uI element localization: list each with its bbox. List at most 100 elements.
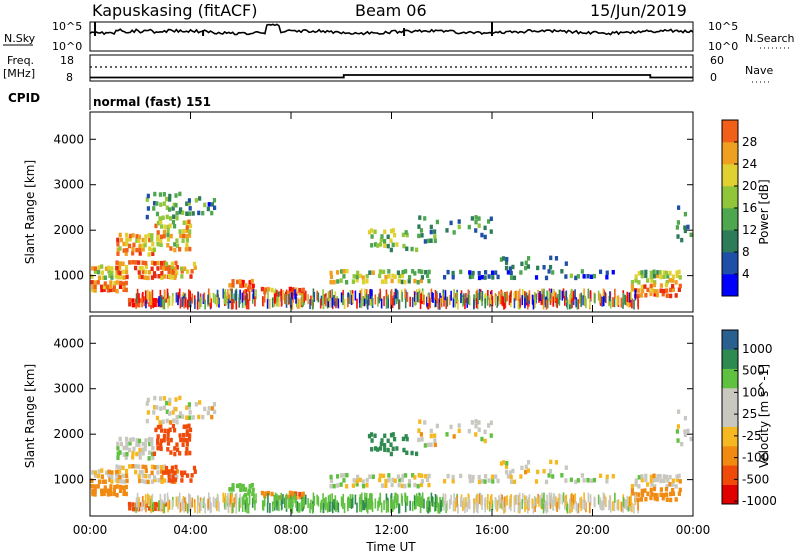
velocity-cell [182, 437, 186, 443]
power-cell [143, 238, 148, 244]
velocity-cell [167, 469, 171, 475]
power-cell [124, 280, 128, 286]
power-cell [342, 295, 344, 306]
power-cell [142, 291, 144, 302]
power-cell [462, 297, 464, 308]
power-cell [178, 288, 181, 299]
velocity-cell [509, 496, 512, 507]
power-cell [175, 238, 179, 243]
power-cell [173, 247, 177, 253]
velocity-cell [517, 503, 520, 514]
power-cell [416, 292, 419, 303]
power-cell [141, 297, 143, 308]
velocity-cell [658, 474, 662, 479]
velocity-cell [602, 500, 605, 511]
velocity-cell [292, 496, 294, 507]
velocity-cell [626, 495, 629, 506]
velocity-cell [148, 450, 152, 455]
power-cell [90, 274, 94, 279]
velocity-cell [423, 498, 425, 509]
velocity-cell [291, 491, 295, 496]
power-cell [160, 297, 162, 308]
power-cell [417, 269, 421, 274]
x-tick-label: 16:00 [475, 523, 510, 537]
power-cell [166, 243, 170, 248]
power-cell [424, 270, 428, 275]
velocity-cell [284, 498, 287, 509]
velocity-cell [599, 496, 601, 507]
power-cell [504, 298, 507, 309]
power-cell [231, 283, 235, 288]
velocity-cell [671, 487, 675, 493]
velocity-cell [185, 415, 189, 420]
velocity-cell [188, 410, 192, 415]
velocity-cell [140, 478, 144, 484]
velocity-cell [424, 474, 428, 479]
velocity-cell [162, 437, 166, 443]
power-cell [662, 288, 666, 294]
velocity-cell [551, 496, 553, 507]
velocity-cell [545, 503, 548, 514]
velocity-cell [441, 496, 444, 507]
velocity-cell [496, 500, 499, 511]
power-cell [371, 270, 375, 275]
power-cell [383, 296, 385, 307]
power-cell [185, 237, 189, 243]
power-cell [538, 292, 540, 303]
velocity-cell [468, 474, 472, 479]
power-cell [352, 274, 356, 279]
velocity-cell [169, 450, 173, 455]
velocity-cell [649, 478, 653, 484]
velocity-cell [175, 442, 179, 447]
power-cell [407, 278, 411, 284]
velocity-cell [426, 442, 431, 448]
velocity-cell [166, 432, 170, 437]
power-cell [508, 266, 512, 271]
velocity-cell [487, 493, 489, 504]
power-cell [629, 292, 631, 303]
velocity-cell [144, 468, 148, 474]
velocity-cell [569, 477, 573, 483]
power-cell [312, 288, 315, 299]
velocity-cell [280, 492, 283, 503]
velocity-cell [614, 492, 616, 503]
power-cell [486, 295, 489, 306]
power-cell [552, 296, 555, 307]
velocity-cell [404, 502, 407, 513]
velocity-cell [445, 503, 447, 514]
power-cell [235, 279, 240, 285]
velocity-cell [227, 502, 230, 513]
velocity-cell [115, 492, 119, 498]
power-cell [365, 297, 368, 308]
velocity-cell [420, 497, 422, 508]
velocity-cell [361, 483, 366, 489]
velocity-cell [484, 497, 487, 508]
velocity-cell [197, 414, 201, 420]
velocity-cell [616, 499, 619, 510]
velocity-cell [332, 483, 336, 489]
power-cell [112, 284, 117, 289]
colorbar-segment [722, 120, 738, 143]
velocity-cell [640, 474, 644, 479]
velocity-cell [524, 502, 526, 513]
velocity-cell [543, 492, 545, 503]
power-cell [446, 269, 450, 275]
velocity-cell [586, 477, 590, 483]
power-cell [304, 290, 307, 301]
velocity-cell [206, 410, 210, 416]
velocity-cell [178, 413, 182, 419]
power-cell [365, 278, 369, 284]
power-cell [159, 224, 164, 229]
velocity-cell [310, 499, 312, 510]
velocity-cell [505, 460, 509, 466]
velocity-cell [576, 503, 579, 514]
velocity-cell [397, 482, 401, 488]
power-cell [187, 201, 191, 206]
velocity-cell [640, 488, 644, 494]
power-cell [427, 269, 431, 275]
power-cell [145, 298, 147, 309]
velocity-cell [519, 501, 521, 512]
velocity-cell [644, 473, 648, 479]
velocity-cell [115, 464, 119, 469]
power-cell [159, 238, 163, 244]
